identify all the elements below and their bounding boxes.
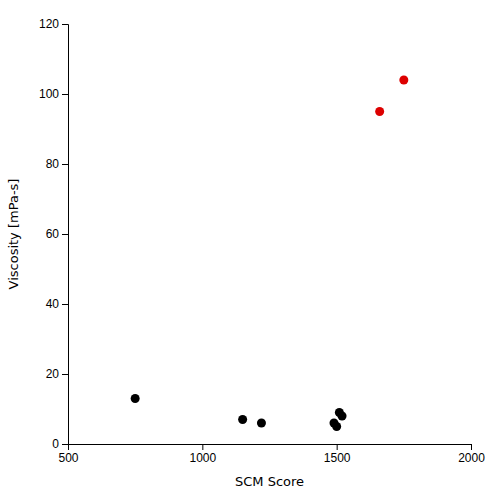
x-axis-title: SCM Score — [235, 474, 304, 489]
point — [238, 415, 247, 424]
point — [338, 412, 347, 421]
tick-label: 60 — [46, 227, 60, 241]
tick-mark — [62, 304, 68, 305]
point — [332, 422, 341, 431]
tick: 1500 — [324, 444, 351, 465]
tick-mark — [62, 94, 68, 95]
x-axis: 500 1000 1500 2000 — [58, 444, 485, 465]
tick: 1000 — [189, 444, 216, 465]
point — [131, 394, 140, 403]
tick: 500 — [58, 444, 78, 465]
tick: 60 — [46, 227, 68, 241]
tick-label: 1500 — [324, 451, 351, 465]
tick-mark — [62, 444, 68, 445]
tick-label: 120 — [39, 17, 59, 31]
tick: 80 — [46, 157, 68, 171]
tick-mark — [62, 234, 68, 235]
tick-mark — [62, 24, 68, 25]
tick: 2000 — [458, 444, 485, 465]
tick-mark — [62, 374, 68, 375]
tick: 20 — [46, 367, 68, 381]
axis-line — [62, 25, 69, 445]
tick-label: 100 — [39, 87, 59, 101]
tick-label: 0 — [52, 437, 59, 451]
tick: 40 — [46, 297, 68, 311]
y-axis: 0 20 40 60 80 100 120 — [39, 17, 69, 451]
tick: 0 — [52, 437, 68, 451]
tick-label: 40 — [46, 297, 60, 311]
tick-mark — [202, 444, 203, 450]
y-axis-title: Viscosity [mPa-s] — [6, 179, 21, 290]
series — [375, 76, 408, 117]
tick: 120 — [39, 17, 68, 31]
axis-line — [69, 445, 472, 451]
point — [257, 419, 266, 428]
chart: 500 1000 1500 2000 0 20 40 60 80 100 120 SCM Score V… — [0, 0, 499, 500]
tick-label: 80 — [46, 157, 60, 171]
tick-mark — [337, 444, 338, 450]
point — [375, 107, 384, 116]
tick-label: 2000 — [458, 451, 485, 465]
plot-area: 500 1000 1500 2000 0 20 40 60 80 100 120 — [39, 17, 485, 464]
point — [399, 76, 408, 85]
tick: 100 — [39, 87, 68, 101]
tick-label: 20 — [46, 367, 60, 381]
tick-label: 500 — [58, 451, 78, 465]
tick-mark — [62, 164, 68, 165]
points — [131, 76, 409, 432]
series — [131, 394, 347, 431]
tick-mark — [471, 444, 472, 450]
tick-label: 1000 — [189, 451, 216, 465]
